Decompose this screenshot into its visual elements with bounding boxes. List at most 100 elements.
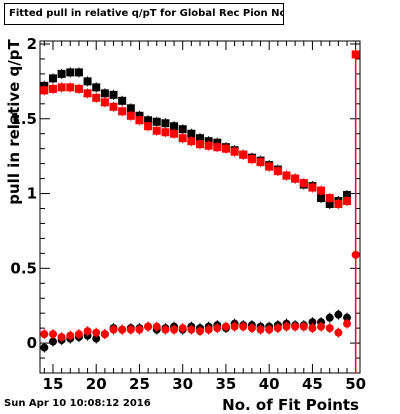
axis-ticks: 15 20 25 30 35 40 45 50 0 0.5 1 1.5 2 xyxy=(10,35,366,393)
data-point-square xyxy=(40,86,49,95)
data-point-square xyxy=(74,68,83,77)
data-point-circle xyxy=(126,325,135,334)
data-point-square xyxy=(48,84,57,93)
data-point-circle xyxy=(187,325,196,334)
data-point-square xyxy=(126,111,135,120)
x-tick-label: 25 xyxy=(129,375,150,393)
data-point-circle xyxy=(299,322,308,331)
data-point-square xyxy=(178,134,187,143)
data-point-square xyxy=(57,69,66,78)
data-point-circle xyxy=(178,324,187,333)
data-point-circle xyxy=(48,337,57,346)
data-point-square xyxy=(196,140,204,149)
data-point-square xyxy=(100,98,109,107)
data-point-circle xyxy=(334,310,343,319)
data-point-circle xyxy=(152,322,161,331)
data-point-circle xyxy=(109,325,118,334)
data-point-circle xyxy=(144,322,153,331)
data-point-circle xyxy=(74,330,83,339)
data-point-circle xyxy=(135,325,144,334)
data-point-square xyxy=(126,104,135,113)
data-point-square xyxy=(343,191,352,200)
data-point-circle xyxy=(291,322,300,331)
data-point-square xyxy=(178,125,187,134)
data-point-circle xyxy=(308,318,317,327)
data-point-square xyxy=(66,68,75,77)
x-tick-label: 20 xyxy=(86,375,107,393)
data-point-square xyxy=(66,83,75,92)
x-axis-title: No. of Fit Points xyxy=(222,396,359,414)
y-axis-title: pull in relative q/pT xyxy=(5,38,23,204)
data-point-circle xyxy=(343,319,352,328)
y-tick-label: 0 xyxy=(27,334,37,352)
data-point-circle xyxy=(92,328,101,337)
x-tick-label: 45 xyxy=(302,375,323,393)
data-point-circle xyxy=(196,327,204,336)
data-point-square xyxy=(308,183,317,192)
data-point-square xyxy=(230,147,239,156)
data-point-square xyxy=(83,77,92,86)
data-point-square xyxy=(256,158,265,167)
data-point-circle xyxy=(317,322,326,331)
data-point-circle xyxy=(213,324,222,333)
data-point-square xyxy=(221,144,230,153)
data-point-circle xyxy=(230,322,239,331)
data-point-square xyxy=(273,167,282,176)
y-tick-label: 1 xyxy=(27,185,37,203)
data-point-circle xyxy=(66,331,75,340)
data-point-square xyxy=(317,194,326,203)
data-point-square xyxy=(213,143,222,152)
data-point-circle xyxy=(170,325,179,334)
data-point-circle xyxy=(204,325,213,334)
data-point-circle xyxy=(83,327,92,336)
data-point-square xyxy=(74,84,83,93)
data-point-circle xyxy=(325,324,334,333)
data-point-square xyxy=(239,150,248,159)
data-point-circle xyxy=(221,322,230,331)
data-point-square xyxy=(57,83,66,92)
data-point-square xyxy=(291,174,300,183)
y-tick-label: 0.5 xyxy=(10,259,37,277)
data-point-square xyxy=(92,83,101,92)
data-point-circle xyxy=(282,322,291,331)
x-tick-label: 50 xyxy=(345,375,366,393)
timestamp: Sun Apr 10 10:08:12 2016 xyxy=(4,398,151,409)
data-point-circle xyxy=(40,343,49,352)
data-point-square xyxy=(100,89,109,98)
data-point-circle xyxy=(161,325,170,334)
data-point-square xyxy=(152,126,161,135)
data-point-square xyxy=(247,155,256,164)
data-point-square xyxy=(334,200,343,209)
data-point-square xyxy=(135,116,144,125)
data-point-square xyxy=(196,134,204,143)
data-point-circle xyxy=(256,325,265,334)
x-tick-label: 35 xyxy=(216,375,237,393)
data-point-square xyxy=(152,117,161,126)
data-point-square xyxy=(161,119,170,128)
y-tick-label: 1.5 xyxy=(10,110,37,128)
data-point-square xyxy=(48,74,57,83)
data-point-square xyxy=(204,141,213,150)
data-point-circle xyxy=(57,333,66,342)
data-point-circle xyxy=(48,330,57,339)
data-point-square xyxy=(282,171,291,180)
data-point-square xyxy=(109,102,118,111)
y-tick-label: 2 xyxy=(27,35,37,53)
data-point-circle xyxy=(343,313,352,322)
data-point-circle xyxy=(265,325,274,334)
data-points xyxy=(40,49,360,373)
data-point-circle xyxy=(273,324,282,333)
data-point-circle xyxy=(92,334,101,343)
data-point-square xyxy=(187,137,196,146)
data-point-square xyxy=(325,200,334,209)
chart-title: Fitted pull in relative q/pT for Global … xyxy=(4,3,284,25)
data-point-circle xyxy=(239,322,248,331)
data-point-square xyxy=(325,194,334,203)
x-tick-label: 15 xyxy=(43,375,64,393)
x-tick-label: 40 xyxy=(259,375,280,393)
data-point-square xyxy=(118,96,127,105)
data-point-circle xyxy=(308,324,317,333)
data-point-square xyxy=(343,197,352,206)
data-point-circle xyxy=(325,313,334,322)
